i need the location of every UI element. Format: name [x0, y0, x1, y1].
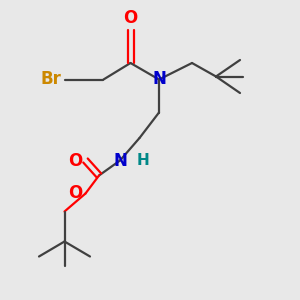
Text: N: N [113, 152, 127, 169]
Text: O: O [68, 152, 83, 169]
Text: O: O [68, 184, 83, 202]
Text: H: H [136, 153, 149, 168]
Text: Br: Br [40, 70, 61, 88]
Text: N: N [152, 70, 166, 88]
Text: O: O [123, 9, 138, 27]
